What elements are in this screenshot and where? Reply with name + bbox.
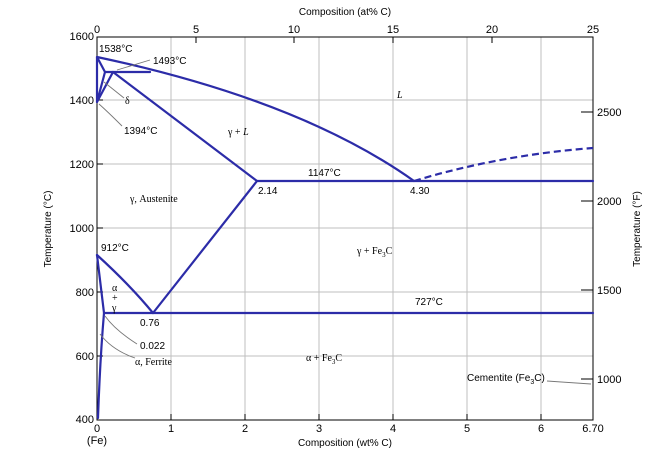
phase-boundaries	[95, 55, 595, 420]
top-tick-label: 20	[486, 24, 498, 36]
solidus-line	[111, 70, 259, 183]
pointer-1394	[98, 103, 123, 127]
right-ticks	[581, 111, 593, 380]
label-0022: 0.022	[140, 341, 165, 352]
region-delta: δ	[125, 96, 130, 107]
label-1147: 1147°C	[308, 168, 341, 179]
region-gamma-liquid: γ + L	[227, 127, 249, 138]
delta-boundary	[95, 55, 107, 104]
label-1394: 1394°C	[124, 126, 157, 137]
grid	[97, 37, 593, 420]
left-tick-label: 1200	[70, 159, 94, 171]
left-ticks	[97, 99, 103, 357]
bottom-tick-label: 1	[168, 423, 174, 435]
left-tick-label: 1600	[70, 31, 94, 43]
liquidus-line	[95, 55, 416, 183]
pointer-0022	[104, 315, 138, 345]
region-alpha-gamma-plus: +	[112, 293, 118, 304]
right-tick-label: 2500	[597, 107, 621, 119]
top-tick-label: 5	[193, 24, 199, 36]
left-tick-label: 800	[76, 287, 94, 299]
left-axis-title: Temperature (°C)	[43, 191, 54, 268]
label-430: 4.30	[410, 186, 430, 197]
right-tick-label: 1000	[597, 374, 621, 386]
a3-line	[95, 253, 155, 315]
bottom-tick-label: 6	[538, 423, 544, 435]
label-727: 727°C	[415, 297, 443, 308]
region-alpha-gamma-gamma: γ	[111, 303, 117, 314]
region-liquid: L	[396, 90, 403, 101]
bottom-tick-label: 4	[390, 423, 396, 435]
pointer-lines	[98, 59, 592, 385]
right-tick-label: 2000	[597, 196, 621, 208]
right-axis-title: Temperature (°F)	[632, 191, 643, 267]
region-alpha-gamma-alpha: α	[112, 283, 118, 294]
top-tick-label: 25	[587, 24, 599, 36]
label-214: 2.14	[258, 186, 278, 197]
alpha-gamma-boundary	[95, 253, 106, 315]
label-1493: 1493°C	[153, 56, 186, 67]
pointer-delta	[103, 81, 125, 99]
pointer-1493	[116, 59, 151, 71]
bottom-tick-label: 5	[464, 423, 470, 435]
top-ticks	[96, 37, 594, 43]
top-tick-label: 10	[288, 24, 300, 36]
label-076: 0.76	[140, 318, 160, 329]
region-alpha-fe3c: α + Fe3C	[306, 353, 342, 366]
region-ferrite: α, Ferrite	[135, 357, 172, 368]
alpha-solvus	[96, 311, 106, 420]
delta-gamma-boundary	[95, 70, 115, 104]
bottom-sub-label: (Fe)	[87, 435, 107, 447]
pointer-ferrite	[99, 333, 136, 359]
top-tick-label: 15	[387, 24, 399, 36]
pointer-cementite	[546, 380, 592, 385]
left-tick-label: 1400	[70, 95, 94, 107]
region-austenite: γ, Austenite	[129, 194, 178, 205]
label-1538: 1538°C	[99, 44, 132, 55]
liquidus-cementite-dashed	[413, 146, 594, 183]
left-tick-label: 600	[76, 351, 94, 363]
bottom-tick-label: 3	[316, 423, 322, 435]
top-tick-label: 0	[94, 24, 100, 36]
bottom-tick-label: 6.70	[582, 423, 603, 435]
region-gamma-fe3c: γ + Fe3C	[356, 246, 393, 259]
bottom-ticks	[96, 414, 542, 420]
top-axis-title: Composition (at% C)	[299, 7, 391, 18]
label-912: 912°C	[101, 243, 129, 254]
left-tick-label: 1000	[70, 223, 94, 235]
bottom-axis-title: Composition (wt% C)	[298, 438, 392, 449]
bottom-tick-label: 2	[242, 423, 248, 435]
right-tick-label: 1500	[597, 285, 621, 297]
left-tick-label: 400	[76, 414, 94, 426]
bottom-tick-label: 0	[94, 423, 100, 435]
region-cementite: Cementite (Fe3C)	[467, 373, 545, 386]
acm-line	[151, 179, 259, 315]
